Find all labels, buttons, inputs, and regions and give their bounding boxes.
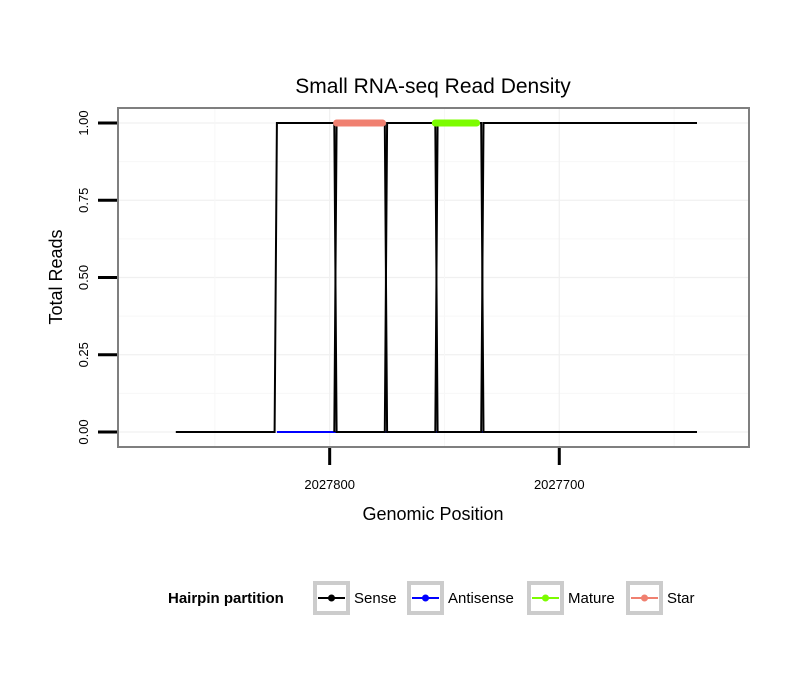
x-tick-label: 2027800 bbox=[304, 477, 355, 492]
legend-title: Hairpin partition bbox=[168, 590, 284, 607]
legend-key-point bbox=[641, 594, 648, 602]
legend-key-point bbox=[422, 594, 429, 602]
legend-label: Mature bbox=[568, 590, 615, 607]
y-tick-label: 0.25 bbox=[76, 342, 91, 367]
y-tick-label: 0.50 bbox=[76, 265, 91, 290]
x-axis-label: Genomic Position bbox=[362, 504, 503, 524]
legend-key-point bbox=[542, 594, 549, 602]
plot-panel-border bbox=[117, 107, 750, 448]
y-tick-label: 0.75 bbox=[76, 188, 91, 213]
chart-title: Small RNA-seq Read Density bbox=[295, 75, 571, 98]
legend-label: Sense bbox=[354, 590, 397, 607]
y-tick-label: 1.00 bbox=[76, 110, 91, 135]
grid bbox=[118, 108, 749, 447]
legend-item-antisense: Antisense bbox=[407, 581, 514, 615]
legend-item-mature: Mature bbox=[527, 581, 615, 615]
x-tick-label: 2027700 bbox=[534, 477, 585, 492]
legend-item-sense: Sense bbox=[313, 581, 397, 615]
y-axis-label: Total Reads bbox=[46, 229, 66, 324]
legend-item-star: Star bbox=[626, 581, 695, 615]
legend: Hairpin partition Sense Antisense Mature St… bbox=[168, 581, 695, 615]
series-layer bbox=[175, 119, 697, 433]
legend-label: Antisense bbox=[448, 590, 514, 607]
y-tick-label: 0.00 bbox=[76, 419, 91, 444]
legend-key-point bbox=[328, 594, 335, 602]
legend-label: Star bbox=[667, 590, 695, 607]
axis-layer: 0.00 0.25 0.50 0.75 1.00 2027800 2027700 bbox=[76, 110, 585, 492]
